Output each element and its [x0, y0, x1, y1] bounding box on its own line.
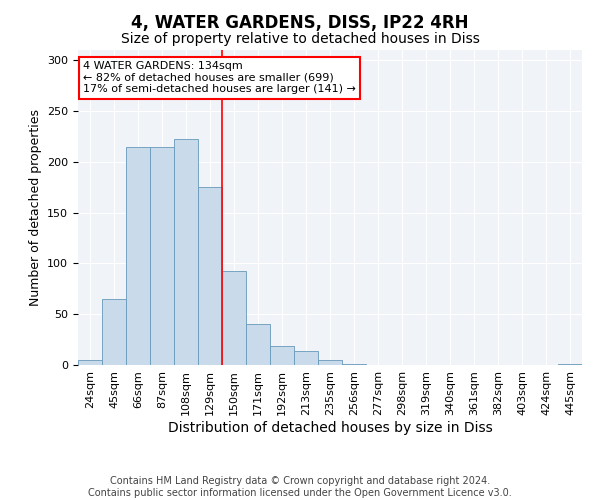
Bar	[102, 299, 126, 365]
Text: 4, WATER GARDENS, DISS, IP22 4RH: 4, WATER GARDENS, DISS, IP22 4RH	[131, 14, 469, 32]
Bar	[246, 324, 270, 365]
Text: Contains HM Land Registry data © Crown copyright and database right 2024.
Contai: Contains HM Land Registry data © Crown c…	[88, 476, 512, 498]
Bar	[558, 364, 582, 365]
Bar	[318, 360, 342, 365]
Bar	[150, 146, 174, 365]
Bar	[174, 140, 198, 365]
X-axis label: Distribution of detached houses by size in Diss: Distribution of detached houses by size …	[167, 420, 493, 434]
Bar	[270, 346, 294, 365]
Bar	[126, 146, 150, 365]
Bar	[294, 351, 318, 365]
Y-axis label: Number of detached properties: Number of detached properties	[29, 109, 41, 306]
Text: 4 WATER GARDENS: 134sqm
← 82% of detached houses are smaller (699)
17% of semi-d: 4 WATER GARDENS: 134sqm ← 82% of detache…	[83, 61, 356, 94]
Bar	[222, 270, 246, 365]
Bar	[198, 187, 222, 365]
Bar	[78, 360, 102, 365]
Bar	[342, 364, 366, 365]
Text: Size of property relative to detached houses in Diss: Size of property relative to detached ho…	[121, 32, 479, 46]
